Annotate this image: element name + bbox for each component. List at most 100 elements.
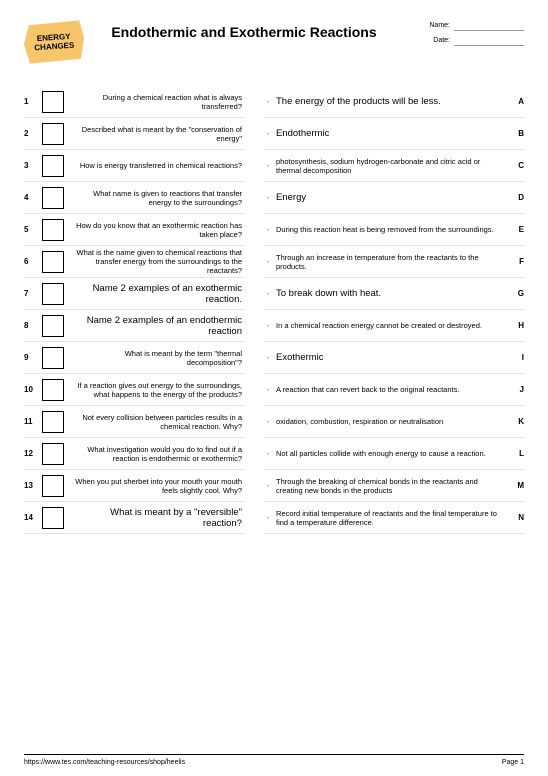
answer-letter: K — [510, 417, 524, 426]
question-number: 13 — [24, 481, 36, 490]
question-number: 2 — [24, 129, 36, 138]
question-row: 6 What is the name given to chemical reac… — [24, 246, 244, 278]
question-text: During a chemical reaction what is alway… — [70, 93, 244, 111]
question-row: 2Described what is meant by the "conserv… — [24, 118, 244, 150]
answer-box[interactable] — [42, 347, 64, 369]
date-label: Date: — [433, 37, 450, 46]
question-row: 1During a chemical reaction what is alwa… — [24, 86, 244, 118]
answer-box[interactable] — [42, 315, 64, 337]
question-number: 7 — [24, 289, 36, 298]
question-text: What is meant by the term "thermal decom… — [70, 349, 244, 367]
answer-text: oxidation, combustion, respiration or ne… — [272, 417, 510, 426]
answer-letter: D — [510, 193, 524, 202]
answer-box[interactable] — [42, 251, 64, 273]
answer-letter: G — [510, 289, 524, 298]
answer-row: -ExothermicI — [264, 342, 524, 374]
question-number: 8 — [24, 321, 36, 330]
answer-box[interactable] — [42, 475, 64, 497]
answer-box[interactable] — [42, 507, 64, 529]
question-text: Name 2 examples of an exothermic reactio… — [70, 283, 244, 305]
footer-page: Page 1 — [502, 759, 524, 766]
date-field[interactable] — [454, 37, 524, 46]
question-text: What name is given to reactions that tra… — [70, 189, 244, 207]
logo-badge: ENERGY CHANGES — [24, 18, 84, 66]
meta-block: Name: Date: — [404, 22, 524, 52]
answer-letter: A — [510, 97, 524, 106]
answer-letter: F — [510, 257, 524, 266]
answer-text: In a chemical reaction energy cannot be … — [272, 321, 510, 330]
answer-letter: H — [510, 321, 524, 330]
answer-text: The energy of the products will be less. — [272, 96, 510, 107]
answer-row: -A reaction that can revert back to the … — [264, 374, 524, 406]
answer-row: -Through the breaking of chemical bonds … — [264, 470, 524, 502]
question-number: 9 — [24, 353, 36, 362]
answer-dash: - — [264, 161, 272, 170]
answer-text: photosynthesis, sodium hydrogen-carbonat… — [272, 157, 510, 175]
footer: https://www.tes.com/teaching-resources/s… — [24, 754, 524, 766]
answer-row: -Through an increase in temperature from… — [264, 246, 524, 278]
question-row: 3How is energy transferred in chemical r… — [24, 150, 244, 182]
name-label: Name: — [429, 22, 450, 31]
question-text: Not every collision between particles re… — [70, 413, 244, 431]
answer-dash: - — [264, 385, 272, 394]
date-row: Date: — [404, 37, 524, 46]
answer-dash: - — [264, 449, 272, 458]
answer-box[interactable] — [42, 155, 64, 177]
answer-box[interactable] — [42, 219, 64, 241]
answer-box[interactable] — [42, 283, 64, 305]
logo-line2: CHANGES — [34, 41, 75, 53]
answer-box[interactable] — [42, 187, 64, 209]
answer-text: Exothermic — [272, 352, 510, 363]
answer-dash: - — [264, 353, 272, 362]
answer-row: -Record initial temperature of reactants… — [264, 502, 524, 534]
question-row: 10If a reaction gives out energy to the … — [24, 374, 244, 406]
answer-text: Not all particles collide with enough en… — [272, 449, 510, 458]
answer-text: Energy — [272, 192, 510, 203]
answer-box[interactable] — [42, 411, 64, 433]
answer-dash: - — [264, 321, 272, 330]
answer-dash: - — [264, 513, 272, 522]
question-number: 3 — [24, 161, 36, 170]
answer-box[interactable] — [42, 123, 64, 145]
answer-box[interactable] — [42, 91, 64, 113]
question-text: What is the name given to chemical react… — [70, 248, 244, 275]
questions-column: 1During a chemical reaction what is alwa… — [24, 86, 244, 534]
answer-row: -The energy of the products will be less… — [264, 86, 524, 118]
question-row: 4What name is given to reactions that tr… — [24, 182, 244, 214]
answer-text: To break down with heat. — [272, 288, 510, 299]
answer-letter: N — [510, 513, 524, 522]
answer-row: -In a chemical reaction energy cannot be… — [264, 310, 524, 342]
answer-box[interactable] — [42, 443, 64, 465]
answer-row: -To break down with heat.G — [264, 278, 524, 310]
answer-text: A reaction that can revert back to the o… — [272, 385, 510, 394]
answer-box[interactable] — [42, 379, 64, 401]
question-text: When you put sherbet into your mouth you… — [70, 477, 244, 495]
answer-letter: B — [510, 129, 524, 138]
answer-dash: - — [264, 97, 272, 106]
question-number: 12 — [24, 449, 36, 458]
question-number: 5 — [24, 225, 36, 234]
answer-row: -Not all particles collide with enough e… — [264, 438, 524, 470]
question-number: 11 — [24, 417, 36, 426]
answer-row: -EndothermicB — [264, 118, 524, 150]
answer-dash: - — [264, 129, 272, 138]
worksheet-page: ENERGY CHANGES Endothermic and Exothermi… — [0, 0, 548, 534]
logo-text: ENERGY CHANGES — [33, 32, 74, 53]
question-row: 7 Name 2 examples of an exothermic reacti… — [24, 278, 244, 310]
question-number: 14 — [24, 513, 36, 522]
answer-text: Through an increase in temperature from … — [272, 253, 510, 271]
question-number: 6 — [24, 257, 36, 266]
name-field[interactable] — [454, 22, 524, 31]
question-row: 5How do you know that an exothermic reac… — [24, 214, 244, 246]
answer-dash: - — [264, 417, 272, 426]
answer-text: Endothermic — [272, 128, 510, 139]
answer-dash: - — [264, 289, 272, 298]
answer-text: During this reaction heat is being remov… — [272, 225, 510, 234]
answer-letter: J — [510, 385, 524, 394]
question-row: 11 Not every collision between particles … — [24, 406, 244, 438]
answer-letter: E — [510, 225, 524, 234]
answer-letter: I — [510, 353, 524, 362]
answer-letter: L — [510, 449, 524, 458]
question-text: What is meant by a "reversible" reaction… — [70, 507, 244, 529]
question-row: 8Name 2 examples of an endothermic react… — [24, 310, 244, 342]
